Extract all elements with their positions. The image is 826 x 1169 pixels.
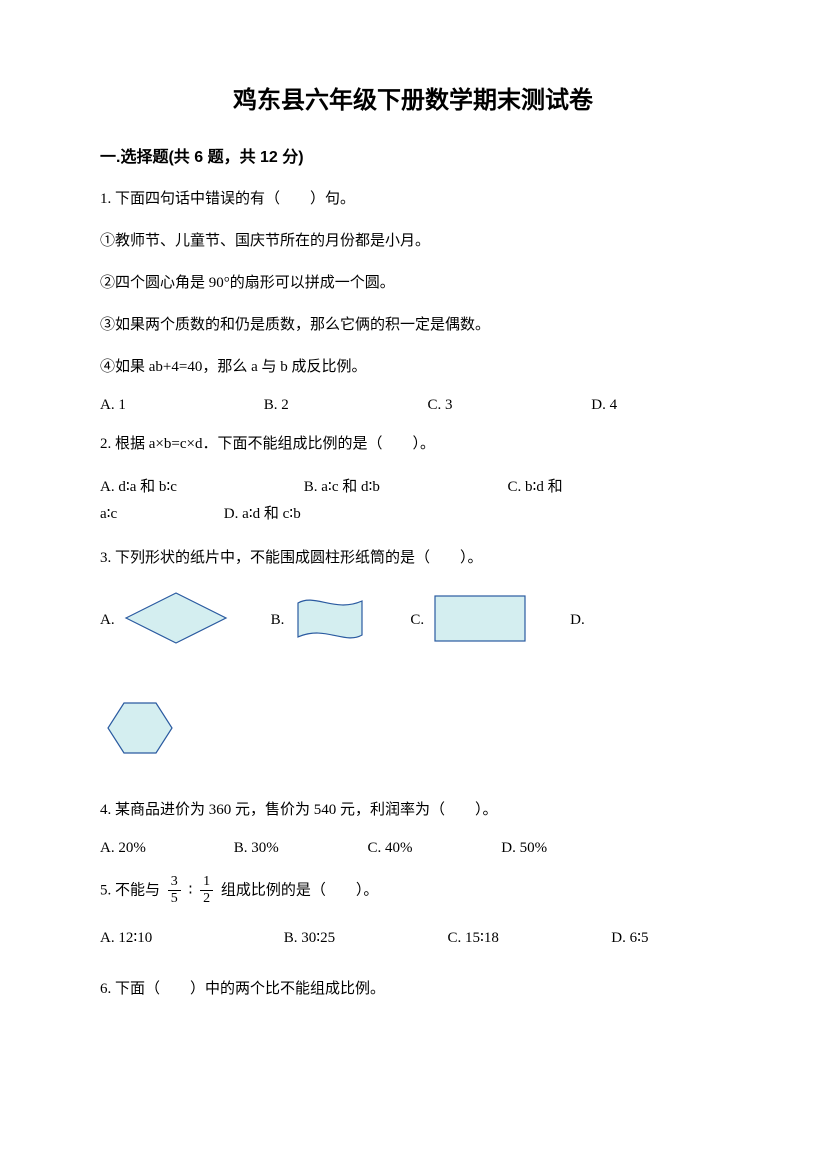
hex-fill (108, 703, 172, 753)
q5-options: A. 12∶10 B. 30∶25 C. 15∶18 D. 6∶5 (100, 928, 726, 947)
q4-opt-b: B. 30% (234, 840, 364, 857)
q5-frac2-den: 2 (200, 891, 213, 906)
q3-opt-d-wrap: D. (570, 612, 585, 629)
wave-fill (298, 600, 362, 638)
q5-opt-c: C. 15∶18 (448, 928, 608, 947)
q1-sub3: ③如果两个质数的和仍是质数，那么它俩的积一定是偶数。 (100, 313, 726, 337)
q3-shape-d-row (100, 693, 726, 768)
q1-options: A. 1 B. 2 C. 3 D. 4 (100, 397, 726, 414)
q4-opt-c: C. 40% (368, 840, 498, 857)
q5-opt-d: D. 6∶5 (611, 928, 711, 947)
q5-frac1-num: 3 (168, 875, 181, 891)
q5-frac1: 3 5 (168, 875, 181, 906)
q3-stem: 3. 下列形状的纸片中，不能围成圆柱形纸筒的是（ ）。 (100, 546, 726, 570)
q1-stem: 1. 下面四句话中错误的有（ ）句。 (100, 187, 726, 211)
q1-sub2: ②四个圆心角是 90°的扇形可以拼成一个圆。 (100, 271, 726, 295)
q3-shapes-row: A. B. C. (100, 588, 726, 768)
q3-shape-hexagon (100, 693, 180, 768)
q1-opt-b: B. 2 (264, 397, 424, 414)
q2-opt-d: D. a∶d 和 c∶b (224, 506, 301, 522)
q2-opt-a: A. d∶a 和 b∶c (100, 474, 300, 501)
q1-sub1: ①教师节、儿童节、国庆节所在的月份都是小月。 (100, 229, 726, 253)
q5-pre: 5. 不能与 (100, 883, 160, 899)
q3-opt-c-wrap: C. (410, 591, 530, 651)
rhombus-poly (126, 593, 226, 643)
q3-opt-a-wrap: A. (100, 588, 231, 653)
q5-frac2-num: 1 (200, 875, 213, 891)
q3-shape-rhombus (121, 588, 231, 653)
q5-post: 组成比例的是（ ）。 (221, 883, 379, 899)
q2-options: A. d∶a 和 b∶c B. a∶c 和 d∶b C. b∶d 和 a∶c D… (100, 474, 726, 528)
q1-opt-a: A. 1 (100, 397, 260, 414)
q3-opt-a-label: A. (100, 612, 115, 629)
q4-opt-a: A. 20% (100, 840, 230, 857)
rect-fill (435, 596, 525, 641)
exam-page: 鸡东县六年级下册数学期末测试卷 一.选择题(共 6 题，共 12 分) 1. 下… (0, 0, 826, 1169)
q2-opt-b: B. a∶c 和 d∶b (304, 474, 504, 501)
q3-opt-c-label: C. (410, 612, 424, 629)
section-header: 一.选择题(共 6 题，共 12 分) (100, 143, 726, 167)
q4-stem: 4. 某商品进价为 360 元，售价为 540 元，利润率为（ ）。 (100, 798, 726, 822)
q1-sub4: ④如果 ab+4=40，那么 a 与 b 成反比例。 (100, 355, 726, 379)
q3-opt-b-wrap: B. (271, 591, 371, 651)
q4-opt-d: D. 50% (501, 840, 601, 857)
q1-opt-d: D. 4 (591, 397, 711, 414)
q5-frac2: 1 2 (200, 875, 213, 906)
q2-opt-c-part2: a∶c (100, 501, 220, 528)
q2-stem: 2. 根据 a×b=c×d．下面不能组成比例的是（ ）。 (100, 432, 726, 456)
q4-options: A. 20% B. 30% C. 40% D. 50% (100, 840, 726, 857)
q5-stem: 5. 不能与 3 5 ∶ 1 2 组成比例的是（ ）。 (100, 875, 726, 906)
q3-shape-wave-flag (290, 591, 370, 651)
q1-opt-c: C. 3 (428, 397, 588, 414)
q5-opt-a: A. 12∶10 (100, 928, 280, 947)
q2-opt-c-part1: C. b∶d 和 (508, 479, 563, 495)
q6-stem: 6. 下面（ ）中的两个比不能组成比例。 (100, 977, 726, 1001)
q5-frac1-den: 5 (168, 891, 181, 906)
q3-opt-d-label: D. (570, 612, 585, 629)
q3-shape-rectangle (430, 591, 530, 651)
q5-colon: ∶ (189, 883, 193, 899)
q3-opt-b-label: B. (271, 612, 285, 629)
q5-opt-b: B. 30∶25 (284, 928, 444, 947)
page-title: 鸡东县六年级下册数学期末测试卷 (100, 80, 726, 115)
